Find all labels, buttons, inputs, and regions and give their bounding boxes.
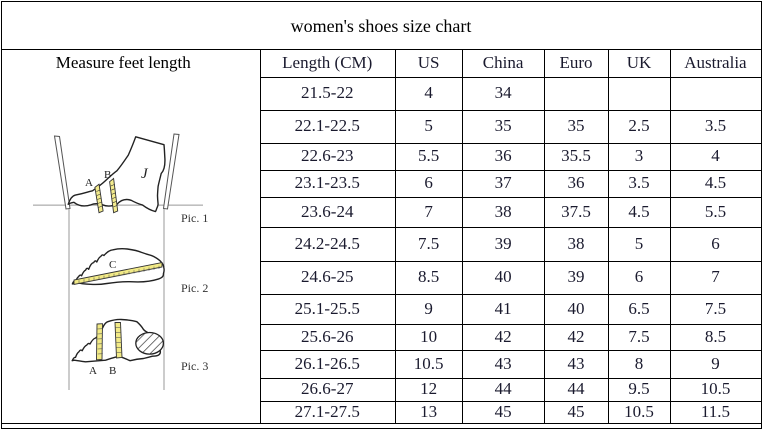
svg-text:A: A (89, 365, 97, 377)
svg-text:Pic. 1: Pic. 1 (181, 211, 208, 225)
svg-text:Pic. 3: Pic. 3 (181, 359, 208, 373)
svg-text:B: B (104, 169, 111, 181)
svg-text:B: B (109, 365, 116, 377)
svg-text:Pic. 2: Pic. 2 (181, 281, 208, 295)
svg-text:C: C (109, 259, 116, 271)
svg-text:A: A (85, 177, 93, 189)
